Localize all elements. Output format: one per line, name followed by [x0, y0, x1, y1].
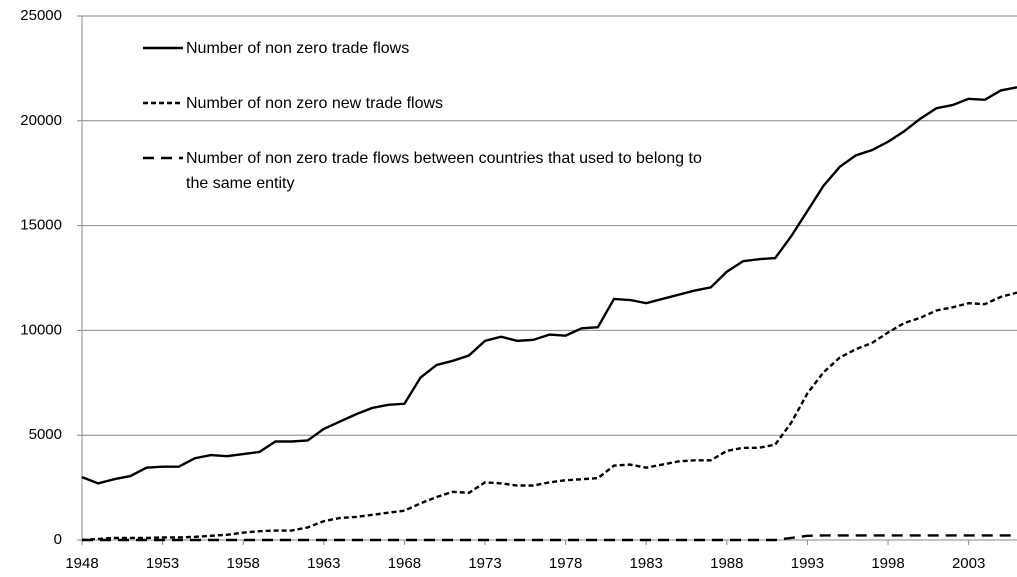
- x-tick-label: 1998: [871, 555, 904, 572]
- x-tick-label: 1963: [307, 555, 340, 572]
- y-tick-label: 20000: [20, 112, 62, 129]
- y-tick-label: 15000: [20, 217, 62, 234]
- data-line: [81, 86, 1017, 485]
- x-tick-label: 1958: [227, 555, 260, 572]
- x-tick-label: 1993: [791, 555, 824, 572]
- x-tick-label: 1948: [65, 555, 98, 572]
- data-line: [81, 291, 1017, 542]
- legend-label: Number of non zero trade flows between c…: [186, 150, 702, 192]
- x-tick-label: 1968: [388, 555, 421, 572]
- legend-label: Number of non zero new trade flows: [186, 95, 444, 112]
- x-tick-label: 2003: [952, 555, 985, 572]
- y-tick-label: 5000: [29, 426, 62, 443]
- y-tick-label: 0: [54, 531, 62, 548]
- y-tick-label: 10000: [20, 321, 62, 338]
- x-tick-label: 1978: [549, 555, 582, 572]
- x-tick-label: 1988: [710, 555, 743, 572]
- x-tick-label: 1983: [630, 555, 663, 572]
- x-tick-label: 1953: [146, 555, 179, 572]
- legend-label: Number of non zero trade flows: [186, 40, 410, 57]
- x-tick-label: 1973: [468, 555, 501, 572]
- y-tick-label: 25000: [20, 7, 62, 24]
- data-line: [82, 534, 1017, 542]
